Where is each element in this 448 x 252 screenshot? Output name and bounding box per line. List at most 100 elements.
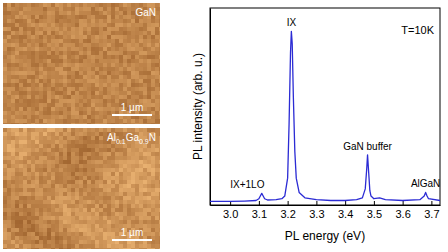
texture-cell: [127, 188, 131, 192]
texture-cell: [7, 15, 11, 19]
texture-cell: [123, 19, 127, 23]
texture-cell: [27, 200, 31, 204]
texture-cell: [79, 152, 83, 156]
texture-cell: [35, 87, 39, 91]
texture-cell: [131, 184, 135, 188]
texture-cell: [99, 19, 103, 23]
texture-cell: [115, 192, 119, 196]
texture-cell: [87, 148, 91, 152]
texture-cell: [27, 132, 31, 136]
texture-cell: [115, 55, 119, 59]
texture-cell: [55, 43, 59, 47]
texture-cell: [87, 87, 91, 91]
texture-cell: [43, 107, 47, 111]
texture-cell: [3, 79, 7, 83]
texture-cell: [95, 11, 99, 15]
texture-cell: [19, 31, 23, 35]
texture-cell: [159, 152, 160, 156]
texture-cell: [71, 59, 75, 63]
texture-cell: [31, 140, 35, 144]
texture-cell: [39, 184, 43, 188]
texture-cell: [123, 59, 127, 63]
texture-cell: [99, 7, 103, 11]
texture-cell: [71, 31, 75, 35]
texture-cell: [123, 47, 127, 51]
texture-cell: [59, 35, 63, 39]
texture-cell: [75, 123, 79, 124]
texture-cell: [91, 119, 95, 123]
texture-cell: [155, 43, 159, 47]
texture-cell: [75, 107, 79, 111]
texture-cell: [111, 172, 115, 176]
texture-cell: [119, 27, 123, 31]
texture-cell: [63, 156, 67, 160]
texture-cell: [87, 31, 91, 35]
texture-cell: [35, 107, 39, 111]
texture-cell: [83, 59, 87, 63]
texture-cell: [135, 95, 139, 99]
texture-cell: [43, 144, 47, 148]
texture-cell: [7, 99, 11, 103]
texture-cell: [59, 67, 63, 71]
texture-cell: [159, 168, 160, 172]
texture-cell: [75, 103, 79, 107]
texture-cell: [151, 99, 155, 103]
texture-cell: [159, 43, 160, 47]
texture-cell: [91, 75, 95, 79]
texture-cell: [95, 152, 99, 156]
texture-cell: [39, 168, 43, 172]
texture-cell: [23, 160, 27, 164]
texture-cell: [67, 35, 71, 39]
texture-cell: [3, 123, 7, 124]
texture-cell: [95, 200, 99, 204]
texture-cell: [59, 43, 63, 47]
texture-cell: [39, 79, 43, 83]
texture-cell: [75, 39, 79, 43]
texture-cell: [35, 23, 39, 27]
texture-cell: [143, 47, 147, 51]
texture-cell: [111, 196, 115, 200]
texture-cell: [35, 79, 39, 83]
texture-cell: [87, 35, 91, 39]
texture-cell: [79, 160, 83, 164]
texture-cell: [103, 55, 107, 59]
texture-cell: [147, 180, 151, 184]
texture-cell: [91, 184, 95, 188]
texture-cell: [151, 156, 155, 160]
texture-cell: [155, 75, 159, 79]
texture-cell: [139, 51, 143, 55]
texture-cell: [11, 160, 15, 164]
texture-cell: [95, 35, 99, 39]
texture-cell: [67, 51, 71, 55]
texture-cell: [95, 160, 99, 164]
texture-cell: [75, 115, 79, 119]
texture-cell: [67, 15, 71, 19]
texture-cell: [103, 3, 107, 7]
texture-cell: [91, 55, 95, 59]
texture-cell: [23, 144, 27, 148]
texture-cell: [31, 192, 35, 196]
texture-cell: [111, 119, 115, 123]
texture-cell: [51, 67, 55, 71]
image-background: [3, 3, 160, 124]
texture-cell: [135, 91, 139, 95]
texture-cell: [151, 119, 155, 123]
texture-cell: [139, 172, 143, 176]
texture-cell: [15, 75, 19, 79]
texture-cell: [87, 39, 91, 43]
texture-cell: [159, 75, 160, 79]
texture-cell: [119, 75, 123, 79]
texture-cell: [123, 79, 127, 83]
texture-cell: [67, 132, 71, 136]
texture-cell: [127, 176, 131, 180]
texture-cell: [39, 15, 43, 19]
texture-cell: [3, 43, 7, 47]
texture-cell: [19, 91, 23, 95]
texture-cell: [115, 7, 119, 11]
texture-cell: [19, 63, 23, 67]
texture-cell: [31, 51, 35, 55]
texture-cell: [107, 180, 111, 184]
texture-cell: [23, 115, 27, 119]
texture-cell: [59, 47, 63, 51]
texture-cell: [19, 152, 23, 156]
